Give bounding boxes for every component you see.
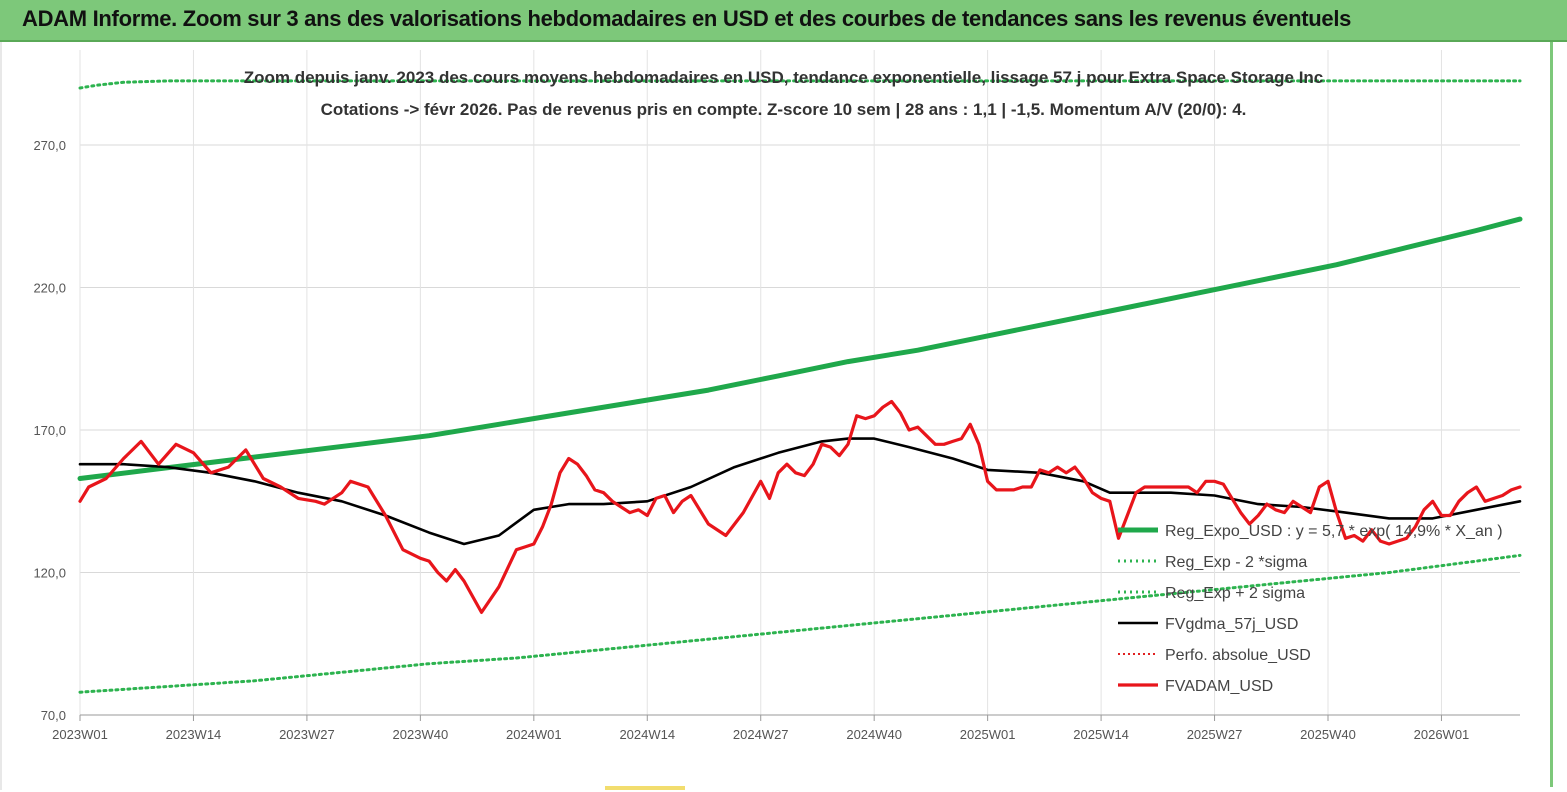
y-axis: 70,0 120,0 170,0 220,0 270,0 (33, 138, 66, 723)
x-tick-label: 2024W27 (733, 727, 789, 742)
legend-label: Reg_Expo_USD : y = 5,7 * exp( 14,9% * X_… (1165, 523, 1503, 540)
y-tick-label: 270,0 (33, 138, 66, 153)
series-line-reg-exp-2-sigma (78, 79, 1522, 90)
legend-label: Perfo. absolue_USD (1165, 647, 1311, 664)
chart-subtitle-line1: Zoom depuis janv. 2023 des cours moyens … (243, 68, 1324, 87)
series-line-fvadam-usd (78, 399, 1522, 614)
frame-left-border (0, 42, 2, 790)
frame-right-border (1550, 42, 1553, 787)
x-tick-label: 2024W14 (619, 727, 675, 742)
x-tick-label: 2025W01 (960, 727, 1016, 742)
x-tick-label: 2024W40 (846, 727, 902, 742)
legend-label: Reg_Exp + 2 sigma (1165, 585, 1305, 602)
chart-legend: Reg_Expo_USD : y = 5,7 * exp( 14,9% * X_… (1118, 523, 1503, 695)
header-title: ADAM Informe. Zoom sur 3 ans des valoris… (22, 6, 1352, 31)
y-tick-label: 220,0 (33, 281, 66, 296)
x-tick-label: 2026W01 (1414, 727, 1470, 742)
y-tick-label: 70,0 (41, 708, 66, 723)
y-tick-label: 170,0 (33, 423, 66, 438)
x-tick-label: 2025W40 (1300, 727, 1356, 742)
chart-grid (79, 50, 1520, 715)
yellow-accent-mark (605, 786, 685, 790)
header-bar: ADAM Informe. Zoom sur 3 ans des valoris… (0, 0, 1567, 42)
y-tick-label: 120,0 (33, 566, 66, 581)
chart-subtitle-line2: Cotations -> févr 2026. Pas de revenus p… (320, 100, 1247, 119)
x-tick-label: 2023W27 (279, 727, 335, 742)
x-axis: 2023W01 2023W14 2023W27 2023W40 2024W01 2024W… (52, 714, 1520, 742)
chart-series (77, 79, 1523, 694)
x-tick-label: 2025W27 (1187, 727, 1243, 742)
series-line-reg-exp-2-sigma (78, 553, 1522, 694)
legend-label: FVgdma_57j_USD (1165, 616, 1298, 633)
x-tick-label: 2023W40 (393, 727, 449, 742)
legend-label: FVADAM_USD (1165, 678, 1273, 695)
x-tick-label: 2024W01 (506, 727, 562, 742)
x-tick-label: 2023W14 (166, 727, 222, 742)
x-tick-label: 2025W14 (1073, 727, 1129, 742)
legend-label: Reg_Exp - 2 *sigma (1165, 554, 1307, 571)
x-tick-label: 2023W01 (52, 727, 108, 742)
series-line-reg-expo-usd-y-5-7-exp-14-9-x-an (77, 216, 1523, 481)
